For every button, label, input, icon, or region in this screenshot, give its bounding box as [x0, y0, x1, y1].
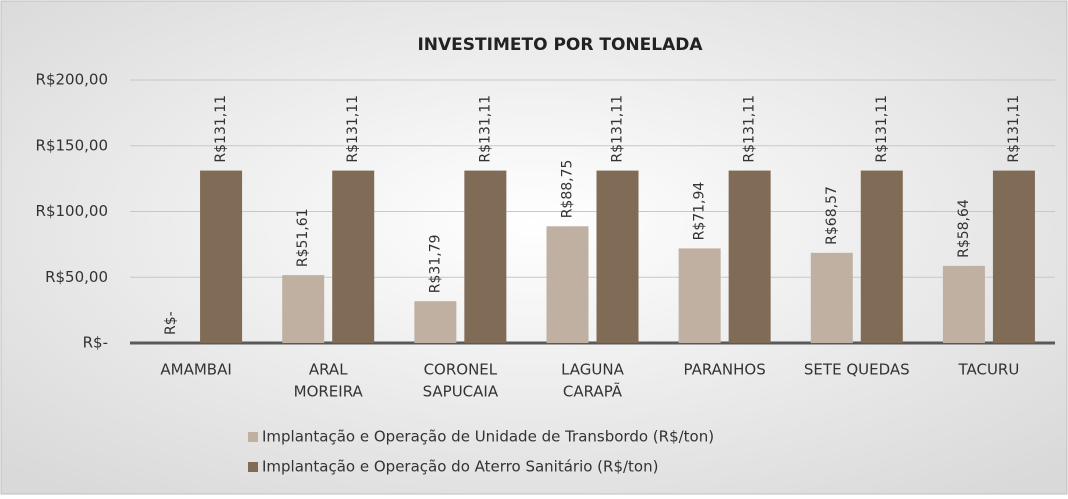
legend-swatch: [248, 432, 258, 442]
data-label: R$88,75: [560, 160, 576, 219]
y-tick-label: R$150,00: [36, 136, 108, 154]
x-tick-label: SETE QUEDAS: [804, 361, 910, 379]
bar: [810, 252, 853, 343]
data-label: R$58,64: [956, 199, 972, 258]
data-label: R$131,11: [610, 95, 626, 163]
y-tick-label: R$-: [83, 334, 108, 352]
bar: [464, 170, 507, 343]
bar: [728, 170, 771, 343]
legend-label: Implantação e Operação do Aterro Sanitár…: [262, 458, 658, 476]
x-tick-label: MOREIRA: [294, 383, 364, 401]
data-label: R$131,11: [1006, 95, 1022, 163]
legend-label: Implantação e Operação de Unidade de Tra…: [262, 428, 714, 446]
data-label: R$131,11: [213, 95, 229, 163]
bar: [860, 170, 903, 343]
x-tick-label: ARAL: [309, 361, 348, 379]
bar: [942, 265, 985, 343]
bar: [596, 170, 639, 343]
y-tick-label: R$50,00: [45, 268, 108, 286]
x-tick-label: TACURU: [957, 361, 1019, 379]
data-label: R$68,57: [824, 186, 840, 245]
x-tick-label: CARAPÃ: [563, 382, 623, 401]
x-tick-label: CORONEL: [424, 361, 498, 379]
data-label: R$131,11: [874, 95, 890, 163]
data-label: R$131,11: [345, 95, 361, 163]
data-label: R$131,11: [477, 95, 493, 163]
bar: [200, 170, 243, 343]
y-tick-label: R$200,00: [36, 71, 108, 89]
data-label: R$131,11: [742, 95, 758, 163]
x-tick-label: LAGUNA: [561, 361, 625, 379]
data-label: R$31,79: [427, 234, 443, 293]
x-tick-label: SAPUCAIA: [423, 383, 499, 401]
legend-swatch: [248, 462, 258, 472]
bar: [332, 170, 375, 343]
bar: [678, 248, 721, 343]
bar: [414, 301, 457, 343]
bar: [992, 170, 1035, 343]
bar: [546, 226, 589, 343]
data-label: R$51,61: [295, 208, 311, 267]
x-tick-label: PARANHOS: [684, 361, 766, 379]
x-tick-label: AMAMBAI: [160, 361, 231, 379]
data-label: R$-: [163, 311, 179, 335]
chart-title: INVESTIMETO POR TONELADA: [417, 35, 703, 55]
y-tick-label: R$100,00: [36, 202, 108, 220]
data-label: R$71,94: [692, 182, 708, 241]
bar: [282, 275, 325, 343]
